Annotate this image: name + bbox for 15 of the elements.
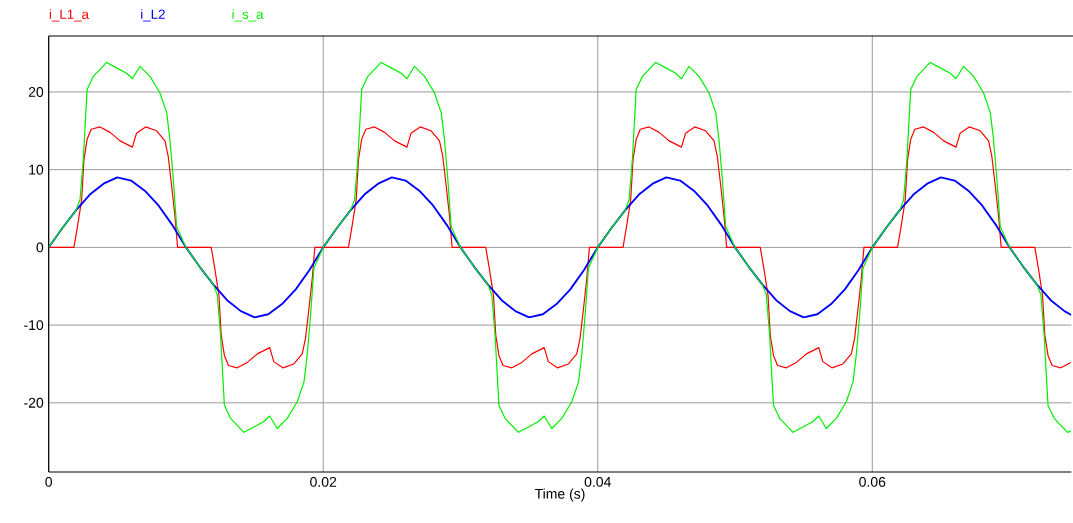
text: i_L1_a	[49, 9, 89, 22]
y-tick-label: -10	[24, 320, 44, 331]
text: i_L2	[141, 9, 165, 22]
x-tick-label: 0.02	[310, 476, 337, 487]
y-tick-label: 10	[29, 164, 44, 175]
y-tick-label: 0	[36, 242, 44, 253]
x-axis-title: Time (s)	[534, 488, 585, 502]
y-tick-label: -20	[24, 397, 44, 408]
x-tick-label: 0.06	[859, 476, 886, 487]
x-tick-label: 0.04	[584, 476, 611, 487]
line-series	[48, 176, 1072, 319]
y-tick-label: 20	[28, 87, 44, 97]
line-series	[48, 61, 1072, 433]
text: i_s_a	[232, 9, 264, 22]
x-tick-label: 0	[45, 476, 53, 487]
